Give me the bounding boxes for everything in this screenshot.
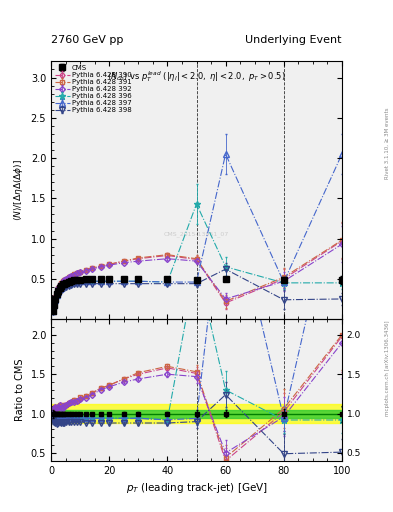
Y-axis label: $\langle N \rangle / [\Delta\eta\Delta(\Delta\phi)]$: $\langle N \rangle / [\Delta\eta\Delta(\… <box>12 159 25 221</box>
Text: 2760 GeV pp: 2760 GeV pp <box>51 35 123 45</box>
Text: $\langle N_{ch}\rangle$ vs $p_T^{lead}$ ($|\eta_l|{<}2.0,\ \eta|{<}2.0,\ p_T{>}0: $\langle N_{ch}\rangle$ vs $p_T^{lead}$ … <box>107 69 286 84</box>
Text: Underlying Event: Underlying Event <box>245 35 342 45</box>
Text: mcplots.cern.ch [arXiv:1306.3436]: mcplots.cern.ch [arXiv:1306.3436] <box>385 321 390 416</box>
Text: Rivet 3.1.10, ≥ 3M events: Rivet 3.1.10, ≥ 3M events <box>385 108 390 179</box>
Bar <box>51 410 342 417</box>
Text: CMS_2015-13951_07: CMS_2015-13951_07 <box>164 231 229 237</box>
Bar <box>51 404 342 423</box>
Legend: CMS, Pythia 6.428 390, Pythia 6.428 391, Pythia 6.428 392, Pythia 6.428 396, Pyt: CMS, Pythia 6.428 390, Pythia 6.428 391,… <box>53 63 133 115</box>
Y-axis label: Ratio to CMS: Ratio to CMS <box>15 359 25 421</box>
X-axis label: $p_T$ (leading track-jet) [GeV]: $p_T$ (leading track-jet) [GeV] <box>125 481 268 495</box>
